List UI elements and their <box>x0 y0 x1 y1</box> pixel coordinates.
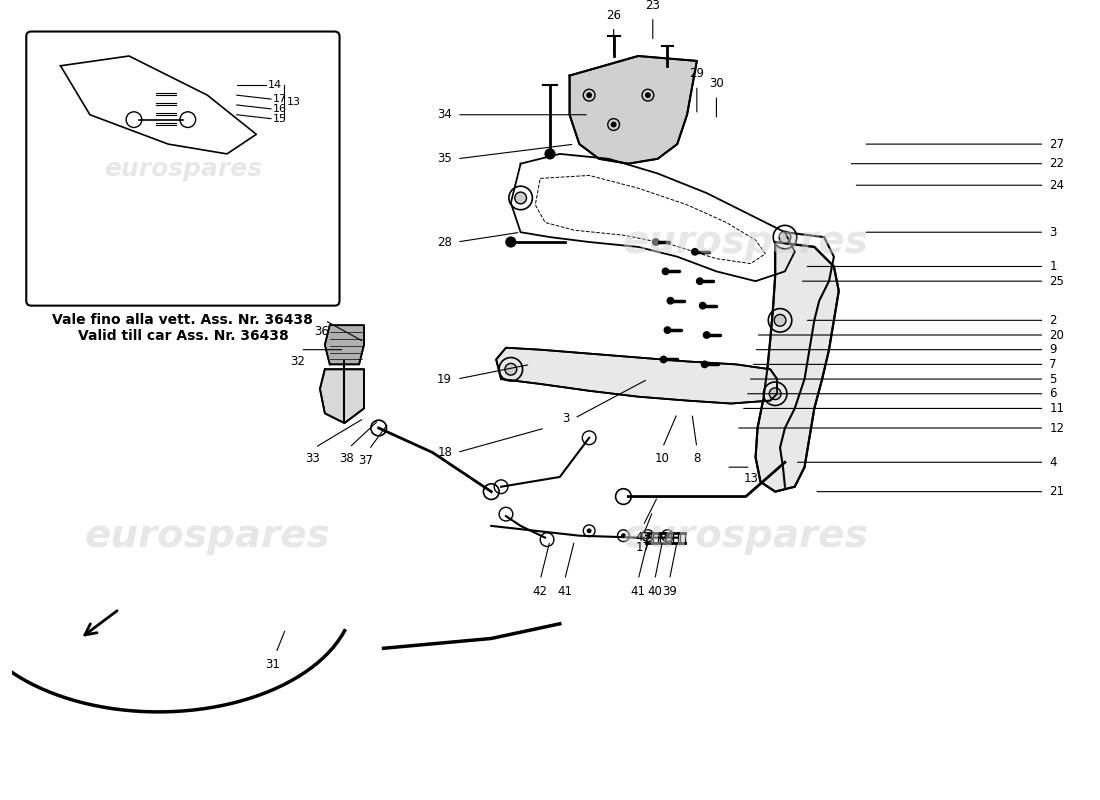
Text: 17: 17 <box>273 94 287 104</box>
Polygon shape <box>496 348 777 403</box>
Circle shape <box>645 92 651 98</box>
Text: 37: 37 <box>359 454 373 467</box>
Text: 6: 6 <box>1049 387 1057 400</box>
Text: 34: 34 <box>437 108 452 122</box>
Polygon shape <box>570 56 696 164</box>
Text: 40: 40 <box>647 585 662 598</box>
Circle shape <box>586 528 592 534</box>
Circle shape <box>610 122 617 127</box>
Text: 42: 42 <box>532 585 548 598</box>
Text: 9: 9 <box>1049 343 1057 356</box>
Text: Vale fino alla vett. Ass. Nr. 36438: Vale fino alla vett. Ass. Nr. 36438 <box>53 314 314 327</box>
Text: 33: 33 <box>305 453 319 466</box>
Text: 1: 1 <box>1049 260 1057 273</box>
Text: 13: 13 <box>287 97 300 107</box>
Text: 21: 21 <box>1049 485 1065 498</box>
Circle shape <box>691 248 698 256</box>
Circle shape <box>515 192 527 204</box>
Text: 20: 20 <box>1049 329 1064 342</box>
Text: 12: 12 <box>1049 422 1065 434</box>
Circle shape <box>774 314 785 326</box>
Circle shape <box>652 238 660 246</box>
Circle shape <box>505 363 517 375</box>
Text: 11: 11 <box>1049 402 1065 415</box>
Text: 15: 15 <box>273 114 287 124</box>
Text: 22: 22 <box>1049 157 1065 170</box>
Text: 10: 10 <box>656 453 670 466</box>
Circle shape <box>779 231 791 243</box>
Text: 3: 3 <box>562 412 570 425</box>
Text: 16: 16 <box>273 104 287 114</box>
Circle shape <box>667 297 674 305</box>
Text: 31: 31 <box>265 658 280 671</box>
Text: 4: 4 <box>1049 456 1057 469</box>
Text: eurospares: eurospares <box>623 517 869 554</box>
Text: 30: 30 <box>710 78 724 90</box>
Circle shape <box>701 361 708 368</box>
Circle shape <box>698 302 706 310</box>
Circle shape <box>546 149 554 158</box>
Text: eurospares: eurospares <box>85 517 330 554</box>
Text: 2: 2 <box>1049 314 1057 327</box>
Text: 24: 24 <box>1049 178 1065 192</box>
FancyBboxPatch shape <box>26 31 340 306</box>
Text: 41: 41 <box>630 585 646 598</box>
Text: 3: 3 <box>1049 226 1057 238</box>
Circle shape <box>506 237 516 247</box>
Text: Valid till car Ass. Nr. 36438: Valid till car Ass. Nr. 36438 <box>77 329 288 343</box>
Text: 25: 25 <box>1049 274 1064 288</box>
Text: 29: 29 <box>690 67 704 81</box>
Circle shape <box>586 92 592 98</box>
Text: 8: 8 <box>693 453 701 466</box>
Text: 43: 43 <box>636 530 650 544</box>
Text: 18: 18 <box>437 446 452 459</box>
Text: 14: 14 <box>268 80 283 90</box>
Circle shape <box>703 331 711 339</box>
Text: 36: 36 <box>315 326 329 338</box>
Text: 39: 39 <box>662 585 676 598</box>
Text: 41: 41 <box>558 585 572 598</box>
Circle shape <box>646 534 650 538</box>
Polygon shape <box>320 370 364 423</box>
Text: 32: 32 <box>290 354 305 367</box>
Text: 7: 7 <box>1049 358 1057 371</box>
Text: 27: 27 <box>1049 138 1065 150</box>
Text: 23: 23 <box>646 0 660 12</box>
Polygon shape <box>324 326 364 364</box>
Circle shape <box>666 534 670 538</box>
Text: 5: 5 <box>1049 373 1057 386</box>
Text: 17: 17 <box>636 541 650 554</box>
Circle shape <box>660 355 668 363</box>
Circle shape <box>696 278 704 285</box>
Circle shape <box>663 326 671 334</box>
Circle shape <box>769 388 781 400</box>
Circle shape <box>661 267 670 275</box>
Text: 38: 38 <box>339 453 354 466</box>
Text: 28: 28 <box>437 235 452 249</box>
Text: eurospares: eurospares <box>623 223 869 261</box>
Text: 26: 26 <box>606 9 621 22</box>
Text: 35: 35 <box>438 152 452 166</box>
Text: 13: 13 <box>744 472 758 485</box>
Text: 19: 19 <box>437 373 452 386</box>
Text: eurospares: eurospares <box>103 157 262 181</box>
Circle shape <box>621 534 626 538</box>
Polygon shape <box>756 242 839 492</box>
